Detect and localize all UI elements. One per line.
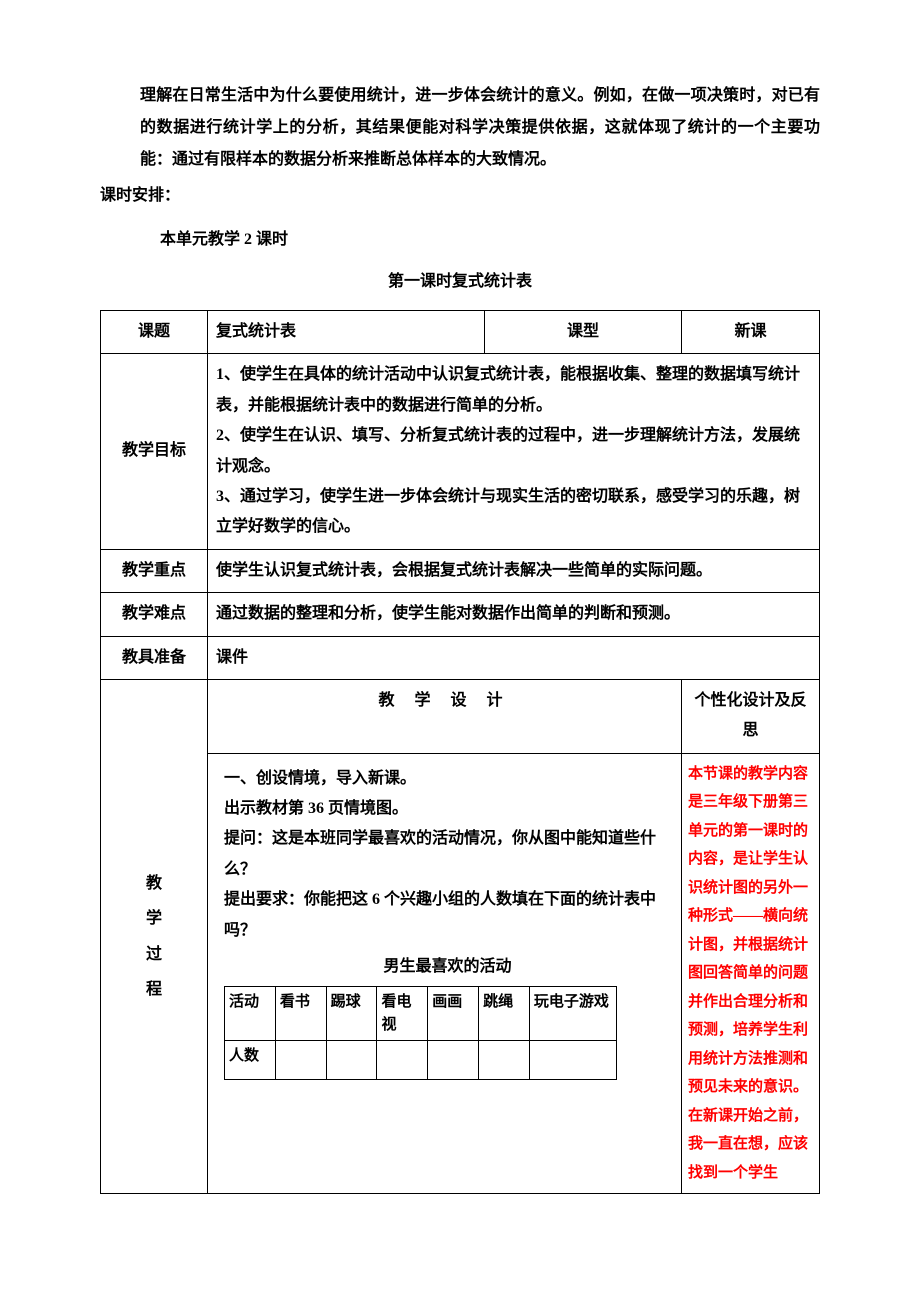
inner-cell-2 [326, 1041, 377, 1080]
type-value: 新课 [682, 311, 820, 354]
inner-header-1: 看书 [275, 987, 326, 1041]
inner-header-0: 活动 [225, 987, 276, 1041]
lesson-plan-table: 课题 复式统计表 课型 新课 教学目标 1、使学生在具体的统计活动中认识复式统计… [100, 310, 820, 1194]
inner-cell-4 [428, 1041, 479, 1080]
design-line-4: 提出要求：你能把这 6 个兴趣小组的人数填在下面的统计表中吗？ [224, 885, 671, 946]
reflect-text: 本节课的教学内容是三年级下册第三单元的第一课时的内容，是让学生认识统计图的另外一… [682, 753, 820, 1194]
inner-header-5: 跳绳 [479, 987, 530, 1041]
process-label: 教 学 过 程 [101, 679, 208, 1193]
tools-label: 教具准备 [101, 636, 208, 679]
inner-cell-1 [275, 1041, 326, 1080]
goal-text: 1、使学生在具体的统计活动中认识复式统计表，能根据收集、整理的数据填写统计表，并… [208, 354, 820, 549]
topic-value: 复式统计表 [208, 311, 485, 354]
goal-label: 教学目标 [101, 354, 208, 549]
inner-header-3: 看电视 [377, 987, 428, 1041]
inner-header-2: 踢球 [326, 987, 377, 1041]
inner-header-6: 玩电子游戏 [529, 987, 616, 1041]
reflect-header: 个性化设计及反思 [682, 679, 820, 753]
inner-stats-table: 活动 看书 踢球 看电视 画画 跳绳 玩电子游戏 人数 [224, 986, 617, 1080]
design-header: 教 学 设 计 [208, 679, 682, 753]
design-line-2: 出示教材第 36 页情境图。 [224, 794, 671, 824]
design-line-3: 提问：这是本班同学最喜欢的活动情况，你从图中能知道些什么？ [224, 824, 671, 885]
intro-paragraph-3: 本单元教学 2 课时 [160, 224, 820, 256]
design-body-cell: 一、创设情境，导入新课。 出示教材第 36 页情境图。 提问：这是本班同学最喜欢… [208, 753, 682, 1194]
keypoint-label: 教学重点 [101, 549, 208, 592]
type-label: 课型 [485, 311, 682, 354]
keypoint-text: 使学生认识复式统计表，会根据复式统计表解决一些简单的实际问题。 [208, 549, 820, 592]
intro-paragraph-2: 课时安排： [100, 180, 820, 212]
inner-table-title: 男生最喜欢的活动 [224, 952, 671, 982]
intro-paragraph-1: 理解在日常生活中为什么要使用统计，进一步体会统计的意义。例如，在做一项决策时，对… [140, 80, 820, 176]
inner-header-4: 画画 [428, 987, 479, 1041]
topic-label: 课题 [101, 311, 208, 354]
inner-cell-6 [529, 1041, 616, 1080]
inner-cell-5 [479, 1041, 530, 1080]
inner-cell-3 [377, 1041, 428, 1080]
section-title: 第一课时复式统计表 [100, 266, 820, 298]
difficulty-text: 通过数据的整理和分析，使学生能对数据作出简单的判断和预测。 [208, 593, 820, 636]
inner-row2-label: 人数 [225, 1041, 276, 1080]
page-container: 理解在日常生活中为什么要使用统计，进一步体会统计的意义。例如，在做一项决策时，对… [0, 0, 920, 1194]
difficulty-label: 教学难点 [101, 593, 208, 636]
tools-text: 课件 [208, 636, 820, 679]
design-line-1: 一、创设情境，导入新课。 [224, 764, 671, 794]
